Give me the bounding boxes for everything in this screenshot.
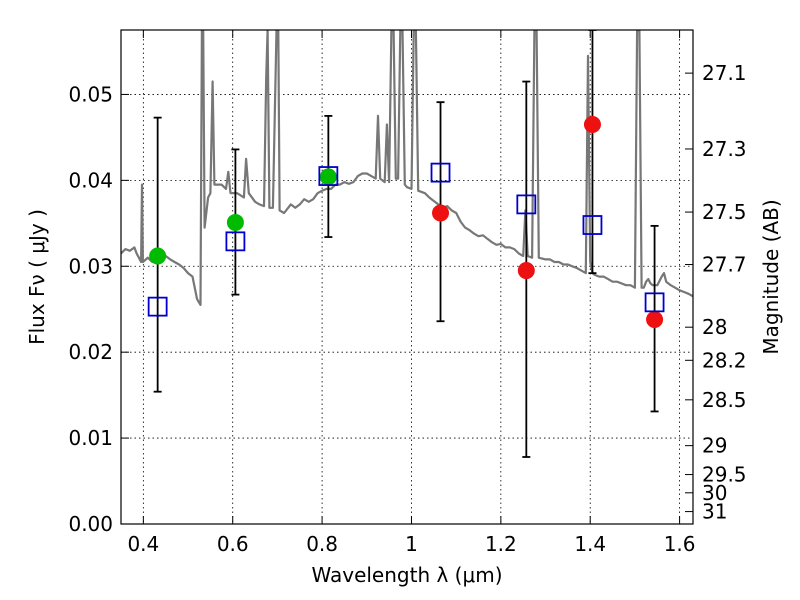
y-tick-label: 0.04 — [68, 168, 113, 192]
model-square — [582, 215, 603, 235]
x-tick-label: 1.4 — [574, 532, 606, 556]
x-tick-label: 0.4 — [127, 532, 159, 556]
x-tick-label: 1.2 — [485, 532, 517, 556]
right-tick-label: 29.5 — [702, 463, 747, 487]
model-square — [147, 296, 168, 317]
x-tick-label: 0.8 — [306, 532, 338, 556]
y-tick-label: 0.00 — [68, 512, 113, 536]
right-tick-label: 30 — [702, 481, 727, 505]
observed-green-series — [149, 168, 337, 265]
right-tick-label: 31 — [702, 500, 727, 524]
red-point — [583, 116, 601, 134]
grid — [121, 30, 693, 524]
model-square — [430, 162, 451, 183]
y-tick-label: 0.05 — [68, 82, 113, 106]
x-tick-label: 1.6 — [664, 532, 696, 556]
right-tick-label: 27.5 — [702, 200, 747, 224]
x-tick-label: 0.6 — [217, 532, 249, 556]
spectrum-line — [121, 30, 693, 306]
right-tick-label: 27.7 — [702, 253, 747, 277]
spectrum-series — [121, 30, 693, 306]
y-tick-label: 0.03 — [68, 254, 113, 278]
right-tick-label: 27.1 — [702, 61, 747, 85]
axis-ticks: 0.4 0.6 0.8 1 1.2 1.4 1.6 0.00 0.01 0.02 0.03 0.04 0… — [68, 30, 747, 556]
right-tick-label: 29 — [702, 434, 727, 458]
y-tick-label: 0.01 — [68, 426, 113, 450]
plot-frame — [120, 29, 694, 525]
green-point — [319, 168, 337, 186]
model-square — [318, 166, 339, 186]
observed-red-series — [432, 116, 664, 329]
y-axis-label: Flux Fν ( μJy ) — [25, 209, 49, 345]
x-tick-label: 1 — [405, 532, 418, 556]
right-tick-label: 28.2 — [702, 348, 747, 372]
green-point — [149, 247, 167, 265]
model-square — [516, 194, 537, 215]
right-axis-label: Magnitude (AB) — [759, 199, 783, 354]
green-point — [226, 213, 244, 231]
model-square — [225, 231, 246, 252]
red-point — [646, 311, 664, 329]
right-tick-label: 28 — [702, 315, 727, 339]
y-axis-label-text: Flux Fν ( μJy ) — [25, 209, 49, 345]
red-point — [517, 262, 535, 280]
y-tick-label: 0.02 — [68, 340, 113, 364]
x-axis-label-text: Wavelength λ (μm) — [311, 563, 502, 587]
red-point — [432, 204, 450, 222]
right-tick-label: 28.5 — [702, 388, 747, 412]
x-axis-label: Wavelength λ (μm) — [311, 563, 502, 587]
right-tick-label: 27.3 — [702, 137, 747, 161]
model-square-series — [147, 162, 665, 317]
model-square — [644, 292, 665, 313]
